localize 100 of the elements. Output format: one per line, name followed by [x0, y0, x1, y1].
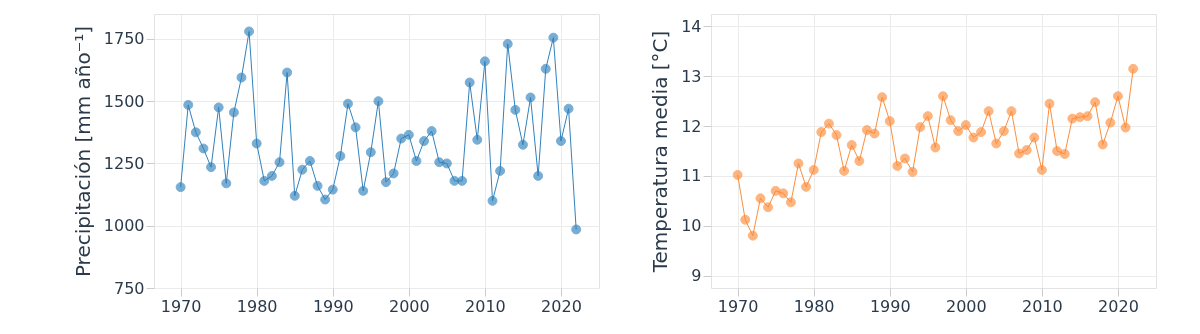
point [479, 56, 490, 67]
point [1120, 122, 1131, 133]
point [869, 128, 880, 139]
point [548, 32, 559, 43]
point [892, 160, 903, 171]
point [358, 185, 369, 196]
point [747, 230, 758, 241]
y-axis-title: Temperatura media [°C] [648, 30, 673, 274]
point [1090, 97, 1101, 108]
point [1128, 63, 1139, 74]
point [770, 185, 781, 196]
point [563, 103, 574, 114]
point [1036, 164, 1047, 175]
point [763, 202, 774, 213]
point [1044, 98, 1055, 109]
x-tick-label: 2020 [1098, 296, 1139, 316]
y-tick-label: 13 [681, 66, 702, 86]
point [1074, 112, 1085, 123]
point [289, 190, 300, 201]
point [449, 175, 460, 186]
x-tick-label: 2010 [1022, 296, 1063, 316]
point [213, 102, 224, 113]
point [998, 126, 1009, 137]
x-tick-label: 2020 [541, 296, 582, 316]
point [953, 126, 964, 137]
point [922, 111, 933, 122]
x-tick-label: 1970 [717, 296, 759, 316]
point [274, 157, 285, 168]
point [495, 165, 506, 176]
point [938, 91, 948, 102]
point [426, 126, 437, 137]
point [1097, 139, 1108, 150]
point [533, 170, 544, 181]
point [206, 162, 217, 173]
y-tick-label: 9 [691, 266, 702, 286]
point [266, 170, 277, 181]
point [755, 193, 766, 204]
point [1029, 132, 1040, 143]
point [487, 195, 498, 206]
point [1059, 149, 1070, 159]
x-tick-label: 1990 [312, 296, 354, 316]
y-tick-label: 1250 [103, 153, 145, 173]
point [740, 214, 751, 225]
point [831, 130, 842, 141]
point [190, 127, 201, 138]
point [327, 184, 338, 195]
point [877, 92, 888, 103]
point [236, 72, 247, 83]
point [228, 107, 239, 118]
point [434, 157, 445, 168]
point [304, 156, 315, 166]
y-tick-label: 1000 [103, 216, 145, 236]
point [900, 153, 910, 164]
point [839, 165, 850, 176]
point [976, 127, 987, 138]
point [525, 92, 536, 103]
point [846, 140, 857, 150]
point [1082, 111, 1093, 122]
point [335, 151, 346, 161]
y-tick-label: 12 [681, 116, 702, 136]
point [312, 180, 323, 191]
point [183, 99, 194, 110]
x-tick-label: 2000 [945, 296, 987, 316]
y-axis-title: Precipitación [mm año⁻¹] [70, 25, 95, 278]
point [297, 164, 308, 175]
point [1067, 113, 1078, 124]
point [778, 188, 789, 199]
point [907, 166, 918, 177]
point [801, 181, 812, 192]
point [1112, 91, 1123, 102]
point [419, 136, 430, 146]
y-tick-label: 1750 [103, 29, 145, 49]
point [991, 138, 1002, 149]
point [808, 164, 819, 175]
point [403, 129, 414, 140]
point [411, 156, 422, 166]
point [1021, 145, 1032, 155]
point [441, 158, 452, 169]
point [540, 63, 551, 74]
point [854, 156, 865, 166]
point [732, 169, 743, 180]
point [198, 143, 209, 154]
point [793, 158, 804, 169]
point [221, 178, 232, 189]
y-tick-label: 1500 [103, 91, 145, 111]
point [1052, 146, 1063, 156]
point [502, 38, 513, 49]
point [472, 134, 483, 145]
y-tick-label: 11 [681, 166, 702, 186]
point [1014, 148, 1025, 159]
point [945, 115, 956, 126]
point [457, 175, 468, 186]
point [960, 120, 971, 131]
point [464, 77, 475, 88]
point [175, 182, 186, 193]
x-tick-label: 2010 [465, 296, 506, 316]
point [816, 127, 827, 138]
point [510, 104, 521, 115]
x-tick-label: 1980 [236, 296, 278, 316]
point [320, 194, 331, 205]
